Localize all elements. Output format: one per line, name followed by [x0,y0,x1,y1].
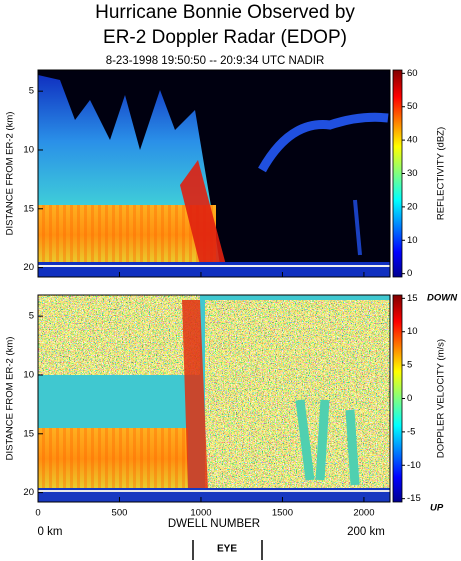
colorbar [392,69,403,278]
colorbar-tick-label: -15 [407,493,421,504]
colorbar-tick-label: 10 [407,326,418,337]
colorbar-tick-label: 40 [407,135,418,146]
x-tick-label: 1500 [272,508,293,519]
colorbar-tick-label: 0 [407,268,412,279]
x-axis-label: DWELL NUMBER [168,518,260,530]
y-tick-label: 15 [23,428,34,439]
x-tick-label: 0 [35,508,40,519]
colorbar-tick-label: 5 [407,360,412,371]
axes-frame [37,294,391,503]
axes-frame [37,69,391,278]
colorbar-tick-label: 60 [407,68,418,79]
eye-label: EYE [217,544,237,555]
subtitle: 8-23-1998 19:50:50 -- 20:9:34 UTC NADIR [106,55,325,67]
distance-end: 200 km [347,526,385,538]
reflectivity-image [38,70,390,277]
y-tick-label: 10 [23,144,34,155]
y-axis-label: DISTANCE FROM ER-2 (km) [5,337,16,461]
velocity-image [38,295,390,502]
y-axis-label: DISTANCE FROM ER-2 (km) [5,112,16,236]
colorbar-tick-label: -5 [407,426,415,437]
y-tick-label: 10 [23,369,34,380]
colorbar-tick-label: 30 [407,168,418,179]
colorbar-tick-label: 20 [407,201,418,212]
colorbar-end-label: UP [430,503,444,514]
colorbar-tick-label: -10 [407,460,421,471]
y-tick-label: 5 [29,86,34,97]
colorbar-label: REFLECTIVITY (dBZ) [436,127,447,220]
x-tick-label: 1000 [190,508,211,519]
colorbar-tick-label: 0 [407,393,412,404]
colorbar-end-label: DOWN [427,293,458,304]
colorbar-label: DOPPLER VELOCITY (m/s) [436,339,447,458]
y-tick-label: 20 [23,262,34,273]
y-tick-label: 5 [29,311,34,322]
title-line: Hurricane Bonnie Observed by [95,2,355,23]
x-tick-label: 2000 [353,508,374,519]
distance-start: 0 km [38,526,63,538]
y-tick-label: 15 [23,203,34,214]
y-tick-label: 20 [23,487,34,498]
colorbar [392,294,403,503]
colorbar-tick-label: 10 [407,235,418,246]
x-tick-label: 500 [112,508,128,519]
colorbar-tick-label: 15 [407,293,418,304]
colorbar-tick-label: 50 [407,101,418,112]
title-line: ER-2 Doppler Radar (EDOP) [103,27,347,48]
